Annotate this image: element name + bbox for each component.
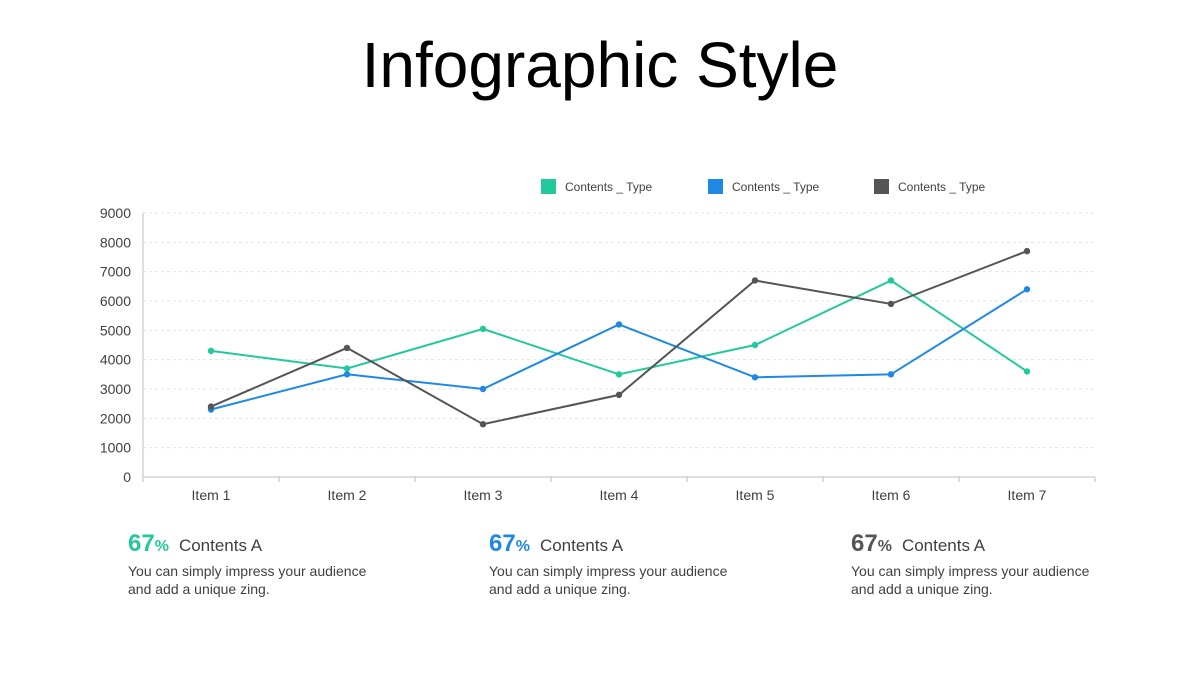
y-tick-label: 4000 [100,352,131,368]
stat-header: 67 % Contents A [851,530,1151,558]
legend-item: Contents _ Type [874,179,985,194]
legend-label: Contents _ Type [898,179,986,194]
x-tick-label: Item 7 [1008,487,1047,503]
stat-value: 67 [128,530,155,557]
data-point [479,421,487,428]
y-tick-label: 3000 [100,381,131,397]
data-point [1023,368,1031,375]
data-point [343,344,351,352]
x-tick-label: Item 6 [872,487,911,503]
stat-title: Contents A [539,536,624,555]
stat-unit: % [515,538,530,555]
data-point [887,300,895,308]
stat-value: 67 [489,530,516,557]
data-point [343,371,351,378]
data-point [207,347,215,355]
data-point [751,277,759,284]
stat-description: You can simply impress your audience and… [128,563,367,597]
y-tick-label: 6000 [100,293,131,309]
data-point [615,371,623,378]
x-tick-label: Item 1 [192,487,231,503]
data-point [751,374,759,381]
series-line-3 [210,250,1028,426]
y-tick-label: 9000 [100,205,131,221]
legend-item: Contents _ Type [541,179,652,194]
x-tick-label: Item 4 [600,487,639,503]
data-point [343,365,351,372]
y-tick-label: 1000 [100,440,131,456]
legend-label: Contents _ Type [565,179,653,194]
stat-header: 67 % Contents A [128,530,428,558]
data-point [615,391,623,399]
data-point [887,371,895,378]
series-line-2 [210,288,1028,411]
stat-title: Contents A [901,536,986,555]
stat-block: 67 % Contents A You can simply impress y… [489,530,789,598]
y-tick-label: 0 [123,469,131,485]
legend-swatch [708,179,723,194]
legend-item: Contents _ Type [708,179,819,194]
stat-title: Contents A [178,536,263,555]
stat-unit: % [154,538,169,555]
y-tick-label: 8000 [100,234,131,250]
page-title: Infographic Style [361,29,839,101]
data-point [207,403,215,410]
stat-description: You can simply impress your audience and… [489,563,728,597]
stat-description: You can simply impress your audience and… [851,563,1090,597]
legend-swatch [541,179,556,194]
data-point [887,277,895,284]
y-tick-label: 7000 [100,264,131,280]
stat-header: 67 % Contents A [489,530,789,558]
stat-block: 67 % Contents A You can simply impress y… [851,530,1151,598]
stat-unit: % [877,538,892,555]
stat-block: 67 % Contents A You can simply impress y… [128,530,428,598]
x-tick-label: Item 5 [736,487,775,503]
y-tick-label: 5000 [100,322,131,338]
data-point [479,385,487,393]
x-tick-label: Item 3 [464,487,503,503]
legend-swatch [874,179,889,194]
data-point [615,321,623,328]
legend-label: Contents _ Type [732,179,820,194]
stat-value: 67 [851,530,878,557]
y-tick-label: 2000 [100,410,131,426]
data-point [751,341,759,349]
data-point [1023,247,1031,255]
x-tick-label: Item 2 [328,487,367,503]
data-point [479,325,487,333]
data-point [1023,286,1031,293]
